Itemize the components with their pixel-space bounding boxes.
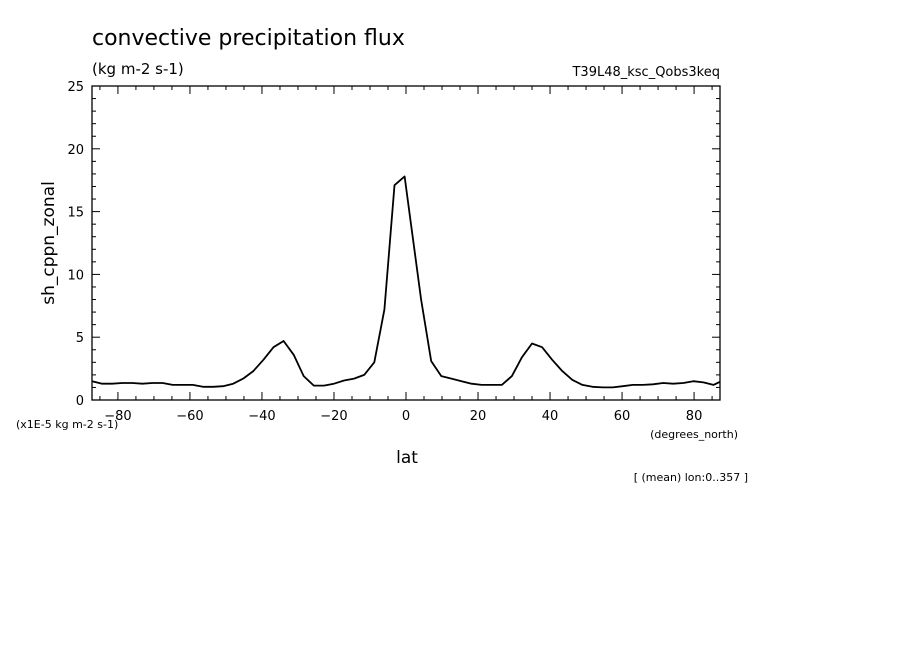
series-line xyxy=(91,175,721,389)
x-tick-label: 20 xyxy=(470,409,487,424)
x-tick-label: −80 xyxy=(104,409,131,424)
y-tick-label: 15 xyxy=(67,206,84,221)
x-tick-label: 60 xyxy=(614,409,631,424)
chart-subtitle: (kg m-2 s-1) xyxy=(92,60,184,78)
x-tick-label: 0 xyxy=(402,409,410,424)
y-tick-label: 0 xyxy=(76,394,84,409)
x-tick-label: 80 xyxy=(686,409,703,424)
y-tick-label: 10 xyxy=(67,268,84,283)
x-tick-label: −20 xyxy=(320,409,347,424)
y-tick-label: 20 xyxy=(67,143,84,158)
x-axis-label: lat xyxy=(396,448,418,468)
chart-title: convective precipitation flux xyxy=(92,26,405,51)
x-tick-label: −40 xyxy=(248,409,275,424)
x-unit-label: (degrees_north) xyxy=(650,428,738,441)
x-tick-label: −60 xyxy=(176,409,203,424)
y-tick-label: 25 xyxy=(67,80,84,95)
x-tick-label: 40 xyxy=(542,409,559,424)
y-scale-label: (x1E-5 kg m-2 s-1) xyxy=(16,418,118,431)
run-label: T39L48_ksc_Qobs3keq xyxy=(571,65,720,80)
y-tick-label: 5 xyxy=(76,331,84,346)
y-axis-label: sh_cppn_zonal xyxy=(39,181,59,305)
tick-labels: −80 −60 −40 −20 0 20 40 60 80 0 5 10 15 20 25 xyxy=(67,80,702,424)
footnote: [ (mean) lon:0..357 ] xyxy=(634,471,748,484)
axis-ticks xyxy=(92,85,720,401)
plot-frame xyxy=(91,85,721,401)
